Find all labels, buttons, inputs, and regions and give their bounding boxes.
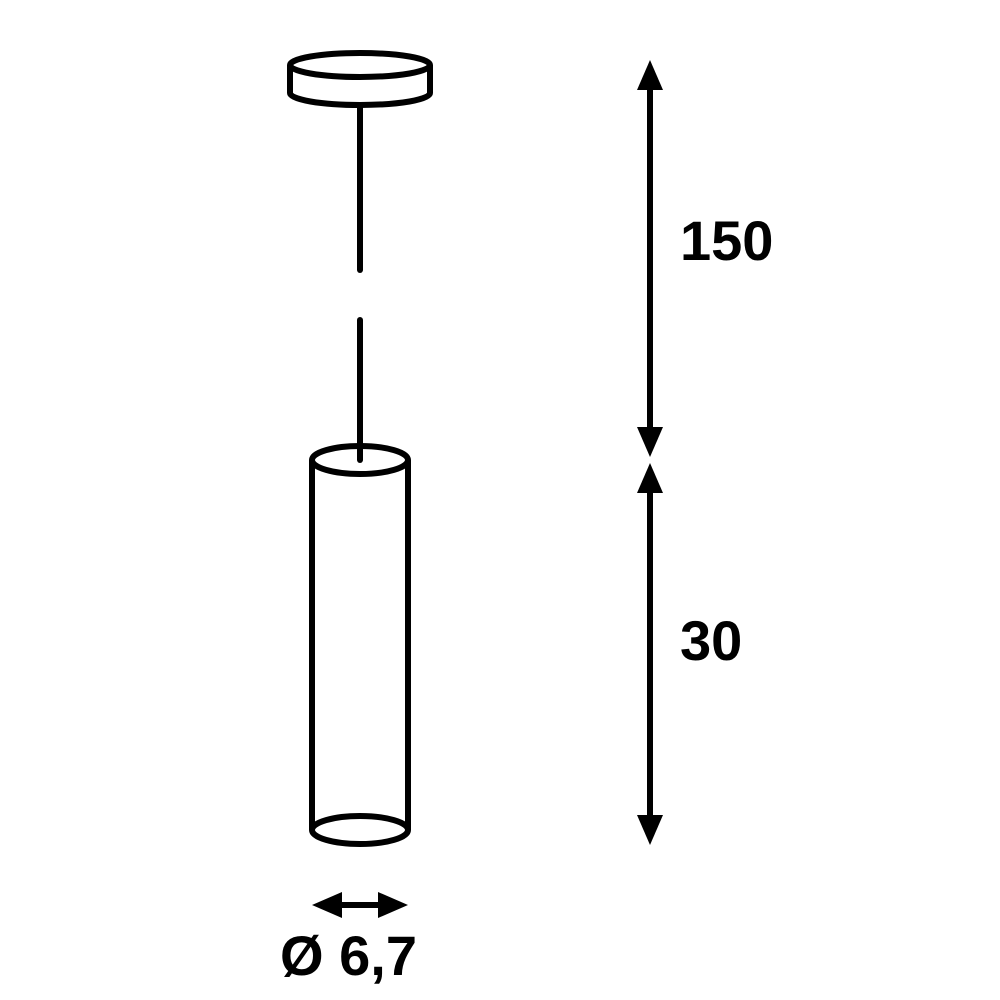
- dim-label-lower: 30: [680, 609, 742, 672]
- dim-label-diameter: Ø 6,7: [280, 924, 417, 987]
- dim-label-upper: 150: [680, 209, 773, 272]
